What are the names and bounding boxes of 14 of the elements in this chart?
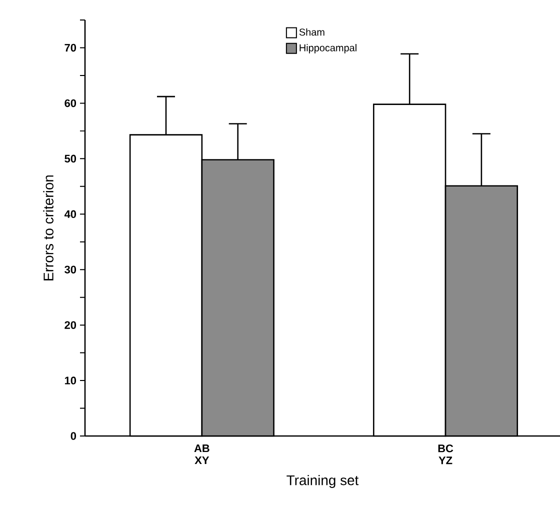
legend-label: Sham: [299, 28, 324, 36]
x-axis-title: Training set: [286, 474, 359, 488]
y-axis-title: Errors to criterion: [43, 175, 54, 280]
y-tick-label: 10: [64, 376, 76, 384]
y-tick-label: 60: [64, 99, 76, 108]
y-tick-label: 70: [64, 44, 76, 52]
y-tick-label: 40: [64, 210, 76, 218]
y-tick-label: 30: [64, 266, 76, 274]
y-tick-label: 0: [70, 432, 76, 440]
x-tick-label: AB XY: [194, 444, 210, 464]
y-tick-label: 50: [64, 154, 76, 163]
legend-label: Hippocampal: [300, 44, 356, 54]
x-tick-label: BC YZ: [438, 444, 454, 464]
y-tick-label: 20: [64, 321, 76, 329]
